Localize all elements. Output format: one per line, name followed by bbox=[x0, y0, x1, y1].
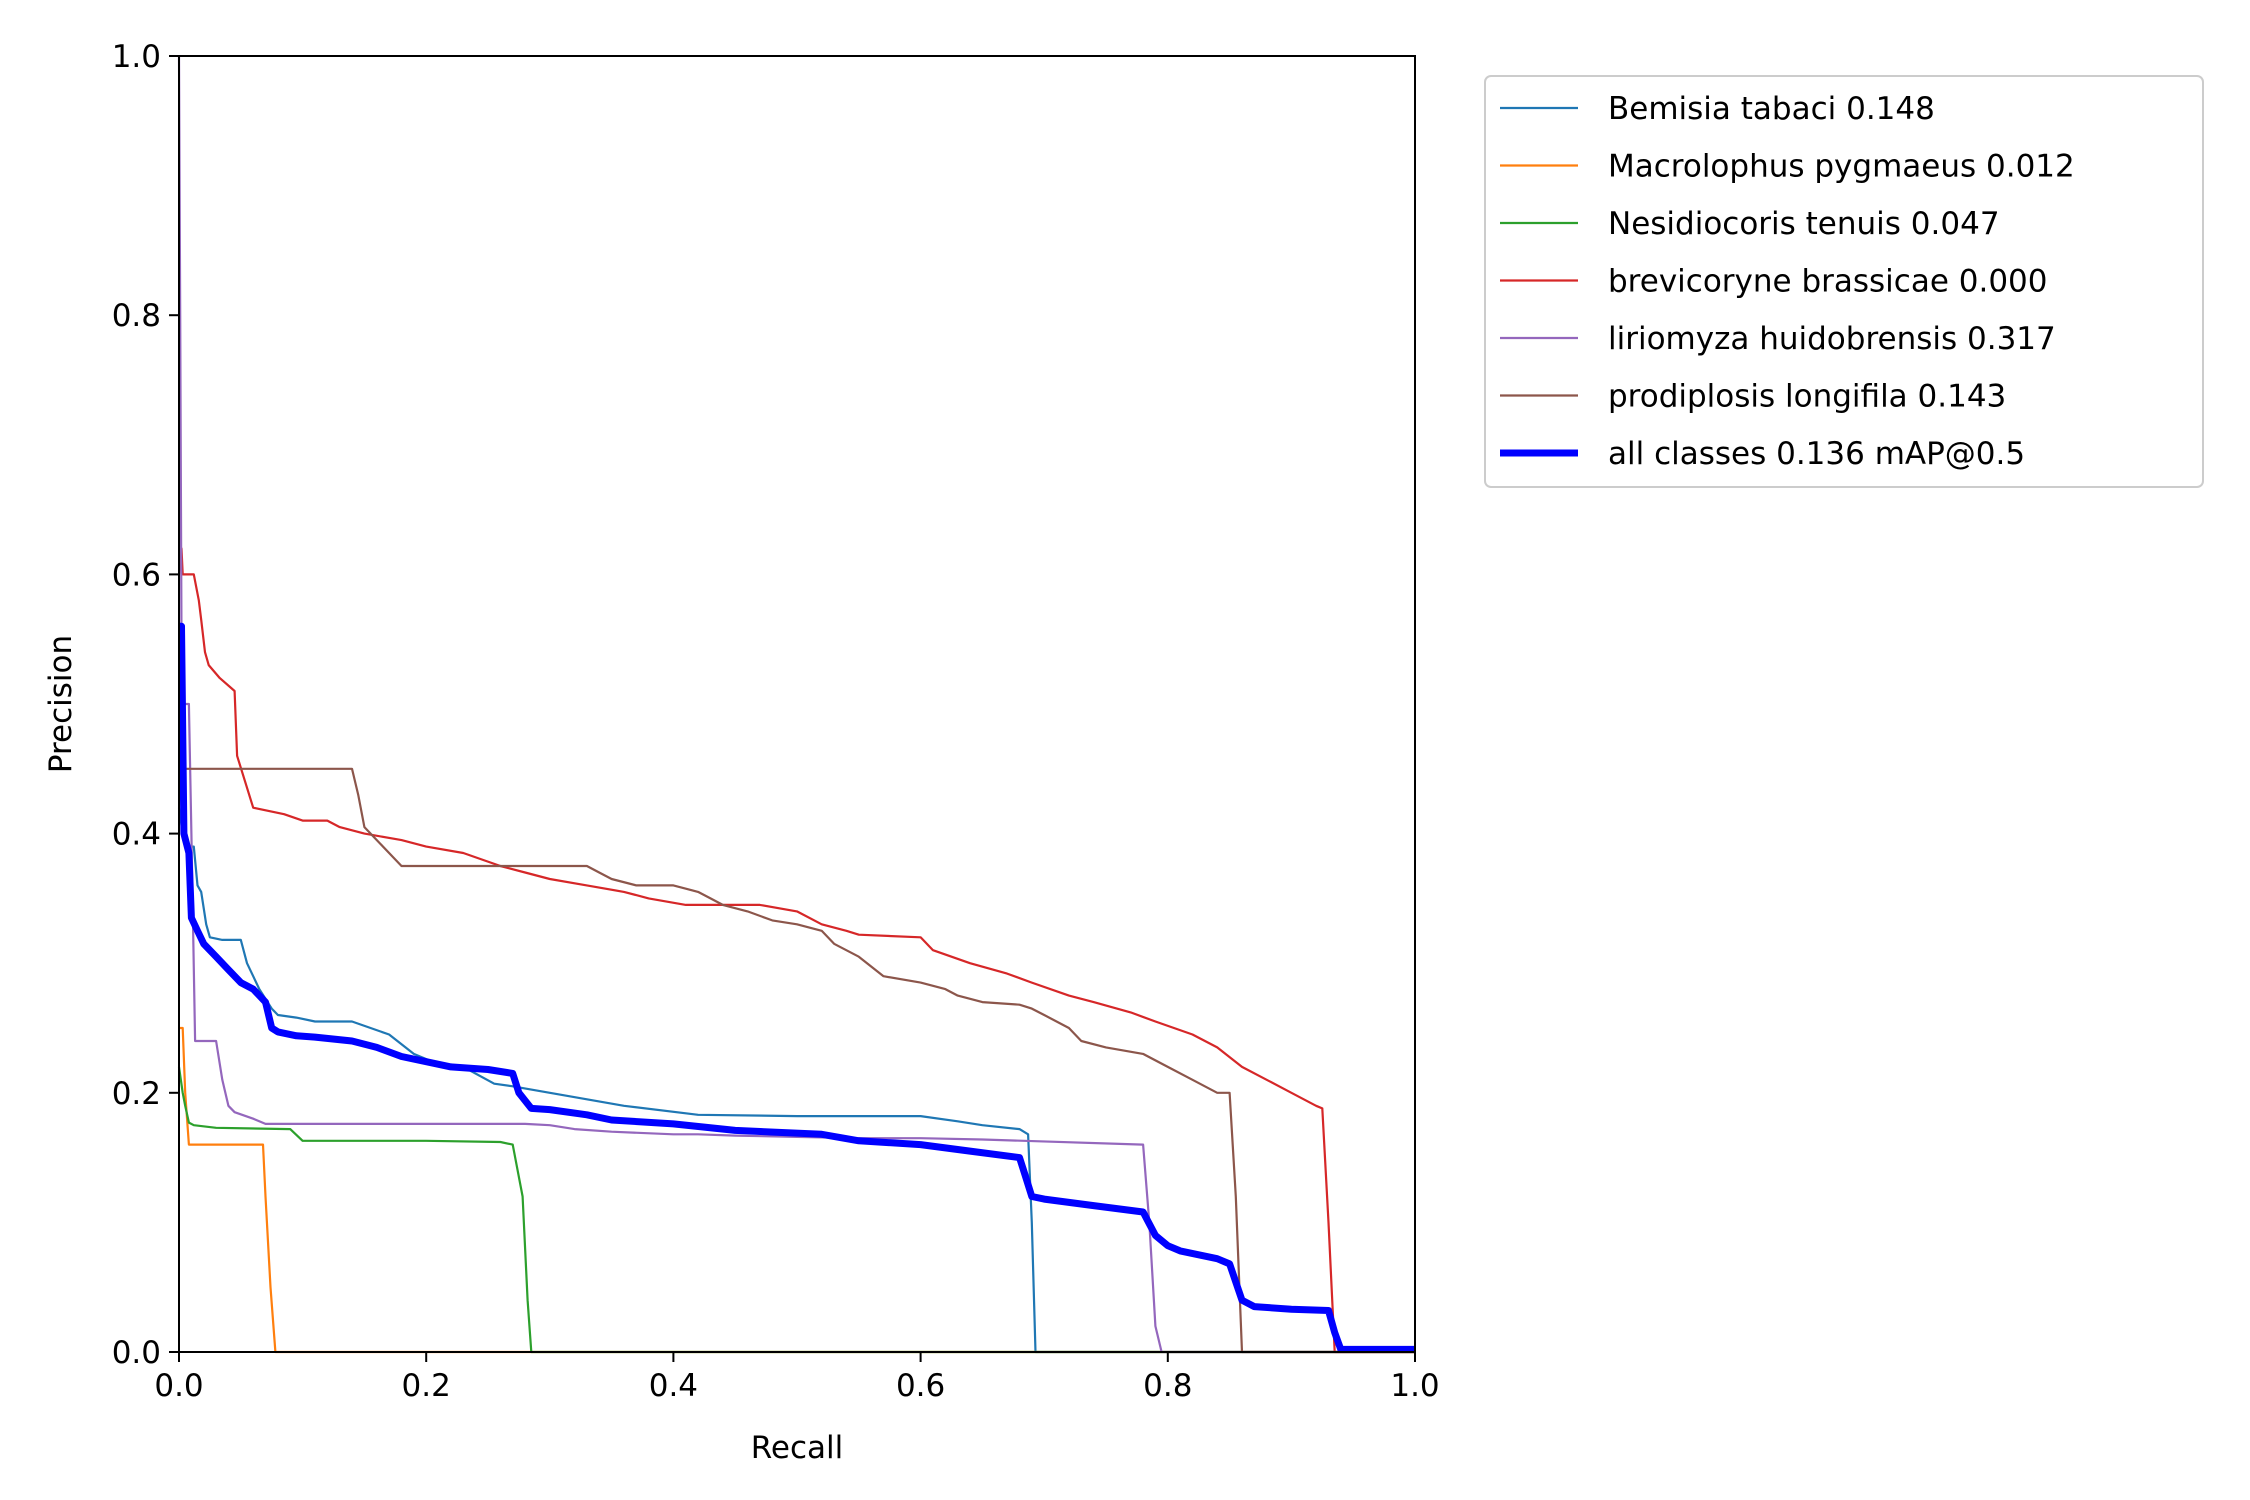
x-tick-label: 0.2 bbox=[402, 1368, 451, 1404]
x-axis-label: Recall bbox=[751, 1430, 844, 1466]
plot-lines bbox=[177, 55, 1415, 1354]
y-tick-label: 0.6 bbox=[112, 557, 161, 593]
x-tick-label: 0.6 bbox=[896, 1368, 945, 1404]
x-tick-label: 0.8 bbox=[1143, 1368, 1192, 1404]
x-tick-label: 0.4 bbox=[649, 1368, 698, 1404]
series-line-2 bbox=[177, 1066, 1415, 1354]
legend-entry: brevicoryne brassicae 0.000 bbox=[1608, 264, 2048, 300]
x-tick-label: 1.0 bbox=[1390, 1368, 1439, 1404]
legend-frame bbox=[1484, 75, 2204, 488]
y-axis-label: Precision bbox=[43, 635, 79, 773]
y-axis: 0.0 0.2 0.4 0.6 0.8 1.0 bbox=[112, 39, 179, 1371]
legend: Bemisia tabaci 0.148 Macrolophus pygmaeus… bbox=[1484, 75, 2204, 488]
legend-entry: Nesidiocoris tenuis 0.047 bbox=[1608, 206, 2000, 242]
legend-entry: all classes 0.136 mAP@0.5 bbox=[1608, 436, 2025, 472]
y-tick-label: 0.0 bbox=[112, 1335, 161, 1371]
y-tick-label: 0.8 bbox=[112, 298, 161, 334]
series-line-3 bbox=[177, 547, 1415, 1354]
series-line-6 bbox=[178, 622, 1415, 1353]
series-line-4 bbox=[177, 55, 1415, 1354]
series-line-5 bbox=[179, 767, 1415, 1354]
y-tick-label: 0.2 bbox=[112, 1076, 161, 1112]
legend-entry: prodiplosis longifila 0.143 bbox=[1608, 379, 2006, 415]
series-line-0 bbox=[177, 807, 1415, 1354]
x-axis: 0.0 0.2 0.4 0.6 0.8 1.0 bbox=[154, 1352, 1440, 1404]
legend-entry: Macrolophus pygmaeus 0.012 bbox=[1608, 149, 2075, 185]
series-line-1 bbox=[179, 1026, 1415, 1354]
y-tick-label: 0.4 bbox=[112, 817, 161, 853]
y-tick-label: 1.0 bbox=[112, 39, 161, 75]
legend-entry: Bemisia tabaci 0.148 bbox=[1608, 91, 1935, 127]
plot-frame bbox=[178, 55, 1416, 1353]
x-tick-label: 0.0 bbox=[154, 1368, 203, 1404]
legend-entry: liriomyza huidobrensis 0.317 bbox=[1608, 321, 2056, 357]
